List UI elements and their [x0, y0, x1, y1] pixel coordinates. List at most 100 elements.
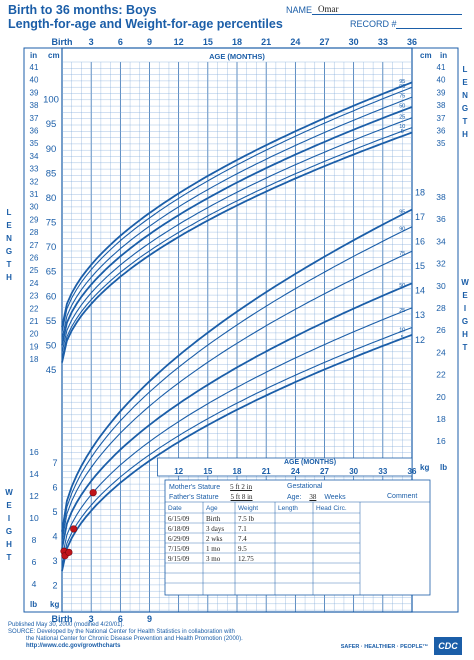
record-table-header: Head Circ.: [316, 505, 347, 512]
length-axis-letter-right: H: [462, 130, 468, 139]
fathers-stature-label: Father's Stature: [169, 494, 219, 501]
lb-tick-label-right: 16: [436, 436, 446, 446]
cm-tick-label: 45: [46, 365, 57, 376]
weight-percentile-label: 75: [399, 251, 405, 257]
comment-label: Comment: [387, 493, 418, 500]
weight-axis-letter-left: G: [6, 527, 12, 536]
length-percentile-curve: [61, 96, 413, 340]
lb-tick-label-right: 20: [436, 392, 446, 402]
in-tick-label: 23: [30, 292, 39, 301]
weight-axis-letter-right: W: [461, 278, 469, 287]
fathers-stature-value[interactable]: 5 ft 8 in: [230, 493, 253, 501]
in-tick-label-right: 41: [437, 63, 446, 72]
lb-tick-label-right: 24: [436, 347, 446, 357]
footer-url[interactable]: http://www.cdc.gov/growthcharts: [26, 643, 121, 649]
x-mid-tick-label: 15: [203, 467, 212, 476]
footer-source-cont: the National Center for Chronic Disease …: [26, 636, 243, 642]
record-table-cell: 6/29/09: [168, 535, 190, 543]
x-mid-tick-label: 27: [320, 467, 329, 476]
in-tick-label-right: 40: [437, 76, 446, 85]
kg-tick-label-left: 5: [52, 507, 57, 517]
x-bottom-tick-label: 3: [89, 614, 94, 624]
length-axis-letter-right: N: [462, 91, 468, 100]
weight-data-point: [70, 525, 78, 533]
x-tick-label: 24: [290, 37, 300, 47]
weight-axis-letter-right: H: [462, 330, 468, 339]
in-tick-label: 35: [30, 139, 39, 148]
weight-axis-letter-right: T: [463, 343, 468, 352]
x-tick-label: 18: [232, 37, 242, 47]
cm-tick-label: 50: [46, 340, 57, 351]
length-axis-letter: E: [6, 221, 12, 230]
x-tick-label: 30: [349, 37, 359, 47]
in-tick-label: 34: [30, 152, 39, 161]
record-table-cell: 6/18/09: [168, 525, 190, 533]
kg-tick-label-right: 17: [415, 212, 425, 222]
lb-tick-label-left: 8: [32, 535, 37, 545]
in-tick-label: 39: [30, 88, 39, 97]
name-field[interactable]: Omar: [318, 4, 339, 14]
kg-unit-label-right: kg: [420, 463, 429, 472]
weight-percentile-label: 10: [399, 327, 405, 333]
cm-tick-label: 55: [46, 316, 57, 327]
weight-data-point: [89, 489, 97, 497]
weight-percentile-label: 25: [399, 308, 405, 314]
lb-tick-label-right: 38: [436, 192, 446, 202]
length-axis-letter-right: T: [463, 117, 468, 126]
in-tick-label-right: 37: [437, 114, 446, 123]
record-table-header: Age: [206, 505, 218, 512]
mothers-stature-label: Mother's Stature: [169, 484, 221, 491]
kg-tick-label-left: 7: [52, 458, 57, 468]
x-mid-tick-label: 18: [233, 467, 242, 476]
weight-axis-letter-right: E: [462, 291, 468, 300]
weight-axis-letter-left: W: [5, 488, 13, 497]
lb-tick-label-right: 36: [436, 214, 446, 224]
in-tick-label: 29: [30, 215, 39, 224]
record-table-header: Weight: [238, 505, 258, 512]
lb-tick-label-right: 26: [436, 325, 446, 335]
lb-tick-label-left: 16: [29, 447, 39, 457]
kg-tick-label-left: 3: [52, 556, 57, 566]
x-tick-label: 21: [261, 37, 271, 47]
x-tick-label: 12: [174, 37, 184, 47]
x-tick-label: Birth: [52, 37, 73, 47]
mid-axis-band: [157, 457, 413, 477]
length-axis-letter: L: [7, 208, 12, 217]
length-axis-letter: H: [6, 273, 12, 282]
cm-unit-label-right: cm: [420, 51, 432, 60]
weight-axis-letter-left: I: [8, 514, 10, 523]
x-mid-tick-label: 24: [291, 467, 300, 476]
x-mid-tick-label: 33: [378, 467, 387, 476]
name-label: NAME: [286, 5, 313, 15]
record-field[interactable]: [396, 28, 462, 29]
x-tick-label: 33: [378, 37, 388, 47]
x-axis-label: AGE (MONTHS): [209, 52, 265, 61]
x-tick-label: 27: [319, 37, 329, 47]
mothers-stature-value[interactable]: 5 ft 2 in: [230, 483, 253, 491]
lb-tick-label-left: 12: [29, 491, 39, 501]
chart-title: Birth to 36 months: Boys: [8, 3, 157, 17]
lb-tick-label-right: 30: [436, 281, 446, 291]
weight-percentile-curve: [61, 208, 413, 532]
kg-tick-label-right: 14: [415, 286, 425, 296]
chart-subtitle: Length-for-age and Weight-for-age percen…: [8, 17, 283, 31]
record-label: RECORD #: [350, 19, 397, 29]
weight-percentile-curve: [61, 226, 413, 537]
age-label: Age:: [287, 494, 302, 501]
cm-tick-label: 100: [43, 95, 59, 106]
footer-published: Published May 30, 2000 (modified 4/20/01…: [8, 622, 125, 628]
kg-tick-label-left: 6: [52, 482, 57, 492]
kg-tick-label-right: 12: [415, 335, 425, 345]
weight-percentile-label: 95: [399, 209, 405, 215]
weight-percentile-label: 90: [399, 227, 405, 233]
gestational-age-value[interactable]: 38: [309, 493, 317, 501]
length-percentile-curve: [61, 86, 413, 333]
x-tick-label: 36: [407, 37, 417, 47]
lb-unit-label-right: lb: [440, 463, 447, 472]
cm-tick-label: 60: [46, 291, 57, 302]
kg-tick-label-right: 13: [415, 310, 425, 320]
in-tick-label: 33: [30, 165, 39, 174]
in-tick-label: 20: [30, 330, 39, 339]
in-tick-label: 36: [30, 127, 39, 136]
